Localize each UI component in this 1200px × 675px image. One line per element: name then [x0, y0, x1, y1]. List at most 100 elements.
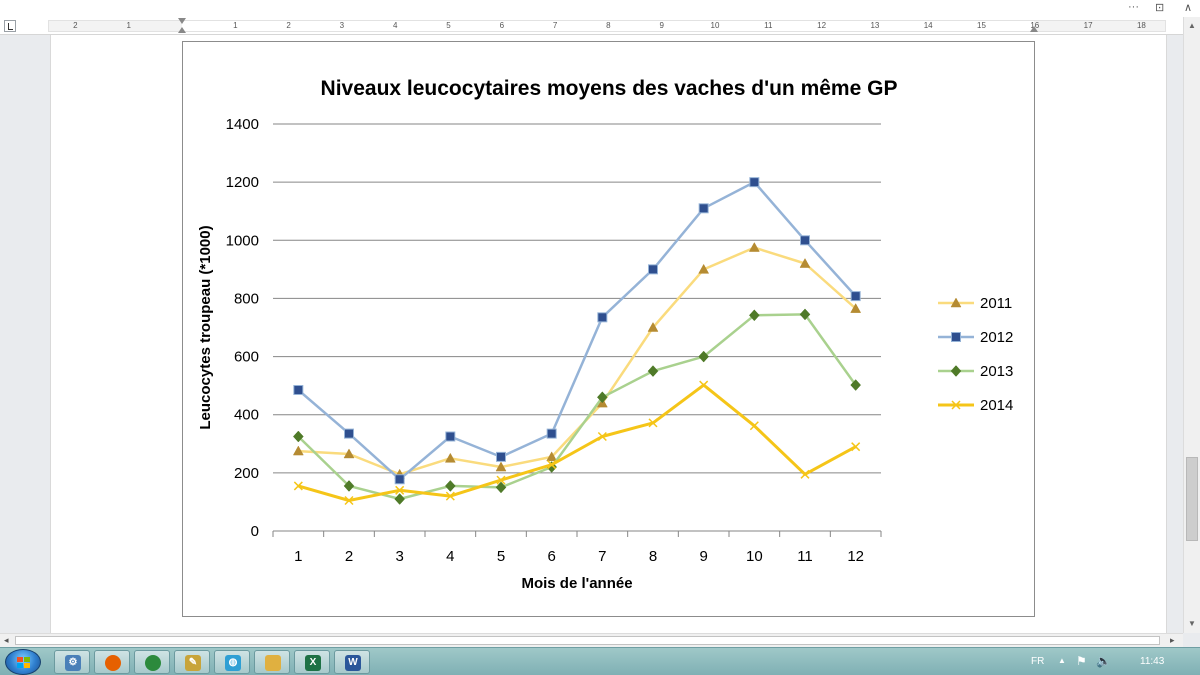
ruler-tick-label: 8: [606, 21, 611, 30]
ruler-text-area: [182, 20, 1034, 32]
series-line-2012: [297, 180, 857, 481]
ruler-tick-label: 2: [73, 21, 78, 30]
x-tick-label: 8: [649, 548, 657, 565]
taskbar-app-button[interactable]: X: [294, 650, 330, 674]
ruler-tick-label: 12: [817, 21, 827, 30]
data-point-2014: [445, 491, 455, 501]
taskbar-app-button[interactable]: W: [334, 650, 370, 674]
hanging-indent-marker[interactable]: [178, 27, 186, 33]
show-hidden-icons-icon[interactable]: ▲: [1058, 656, 1066, 665]
right-indent-marker[interactable]: [1030, 26, 1038, 32]
ruler-tick-label: 11: [764, 21, 773, 30]
data-point-2013: [444, 480, 456, 492]
horizontal-scroll-thumb[interactable]: [15, 636, 1160, 645]
ruler-tick-label: 14: [923, 21, 933, 30]
vertical-scrollbar[interactable]: ▲ ▼: [1183, 17, 1200, 633]
taskbar-app-button[interactable]: [134, 650, 170, 674]
data-point-2013: [748, 309, 760, 322]
series-line-2014: [297, 383, 857, 502]
data-point-2012: [546, 428, 557, 439]
scroll-left-icon[interactable]: ◂: [4, 635, 9, 645]
legend-marker: [950, 365, 962, 377]
chart-title: Niveaux leucocytaires moyens des vaches …: [321, 77, 898, 100]
y-axis-title: Leucocytes troupeau (*1000): [197, 225, 214, 429]
ruler-tick-label: 3: [339, 21, 345, 30]
taskbar: ⚙ ✎ ◍ X W FR ▲ ⚑ 🔈 11:43: [0, 647, 1200, 675]
data-point-2012: [648, 264, 658, 275]
ruler-tick-label: 1: [126, 21, 131, 30]
line-chart: Niveaux leucocytaires moyens des vaches …: [197, 77, 1013, 592]
windows-logo-icon: [17, 657, 30, 669]
ribbon-display-icon[interactable]: ⊡: [1155, 2, 1165, 14]
taskbar-app-button[interactable]: [94, 650, 130, 674]
tab-selector-icon[interactable]: [4, 20, 16, 32]
excel-icon: X: [305, 655, 321, 671]
horizontal-scrollbar[interactable]: ◂ ▸: [0, 633, 1183, 647]
legend-label: 2013: [980, 363, 1013, 380]
y-tick-label: 1400: [226, 116, 259, 133]
taskbar-app-button[interactable]: ✎: [174, 650, 210, 674]
ruler-tick-label: 15: [977, 21, 986, 30]
x-tick-label: 11: [797, 548, 813, 565]
ruler-tick-label: 2: [286, 21, 291, 30]
vertical-scroll-thumb[interactable]: [1186, 457, 1198, 541]
start-button[interactable]: [5, 649, 41, 675]
action-center-icon[interactable]: ⚑: [1076, 654, 1087, 668]
x-axis-title: Mois de l'année: [521, 575, 632, 592]
volume-icon[interactable]: 🔈: [1096, 654, 1111, 668]
data-point-2011: [444, 452, 456, 463]
legend-label: 2011: [980, 295, 1012, 312]
data-point-2014: [496, 475, 506, 485]
data-point-2012: [698, 203, 709, 214]
collapse-icon[interactable]: ∧: [1184, 2, 1193, 14]
y-tick-label: 800: [234, 290, 259, 307]
data-point-2011: [546, 451, 558, 462]
x-tick-label: 4: [446, 548, 454, 565]
taskbar-app-button[interactable]: ⚙: [54, 650, 90, 674]
data-point-2014: [648, 418, 658, 428]
data-point-2013: [850, 379, 862, 391]
data-point-2012: [597, 312, 608, 323]
taskbar-app-button[interactable]: [254, 650, 290, 674]
data-point-2011: [343, 448, 355, 459]
data-point-2011: [495, 461, 507, 472]
system-tray: FR ▲ ⚑ 🔈 11:43: [1020, 648, 1200, 675]
x-tick-label: 2: [345, 548, 353, 565]
ruler-tick-label: 5: [446, 21, 451, 30]
chrome-icon: [145, 655, 161, 671]
data-point-2014: [293, 481, 303, 491]
horizontal-ruler[interactable]: 2 1 1 2 3 4 5 6 7 8 9 10 11 12 13 14 15 16 17 18: [0, 17, 1200, 35]
data-point-2013: [596, 391, 608, 404]
ruler-tick-label: 18: [1136, 21, 1146, 30]
ruler-tick-label: 4: [392, 21, 398, 30]
data-point-2011: [292, 445, 304, 456]
firefox-icon: [105, 655, 121, 671]
scroll-right-icon[interactable]: ▸: [1170, 635, 1175, 645]
y-tick-label: 600: [234, 349, 259, 366]
x-tick-label: 9: [699, 548, 707, 565]
series-line-2011: [298, 246, 857, 476]
data-point-2012: [800, 235, 810, 246]
more-options-icon[interactable]: ···: [1128, 1, 1139, 13]
y-tick-label: 200: [234, 465, 259, 482]
globe-icon: ◍: [225, 655, 241, 671]
ruler-tick-label: 1: [233, 21, 238, 30]
x-tick-label: 7: [598, 548, 606, 565]
data-point-2012: [293, 385, 304, 396]
y-tick-label: 1200: [226, 174, 259, 191]
taskbar-app-button[interactable]: ◍: [214, 650, 250, 674]
left-indent-marker[interactable]: [178, 18, 186, 24]
data-point-2014: [597, 431, 607, 442]
data-point-2013: [647, 365, 659, 377]
legend-label: 2012: [980, 329, 1013, 346]
data-point-2011: [850, 303, 862, 313]
data-point-2012: [445, 431, 456, 442]
legend-label: 2014: [980, 397, 1013, 414]
scroll-up-icon[interactable]: ▲: [1188, 21, 1196, 30]
legend-marker: [951, 400, 961, 410]
language-indicator[interactable]: FR: [1031, 656, 1045, 667]
scroll-down-icon[interactable]: ▼: [1188, 619, 1196, 628]
clock[interactable]: 11:43: [1140, 656, 1165, 667]
chart-object[interactable]: Niveaux leucocytaires moyens des vaches …: [182, 41, 1035, 617]
